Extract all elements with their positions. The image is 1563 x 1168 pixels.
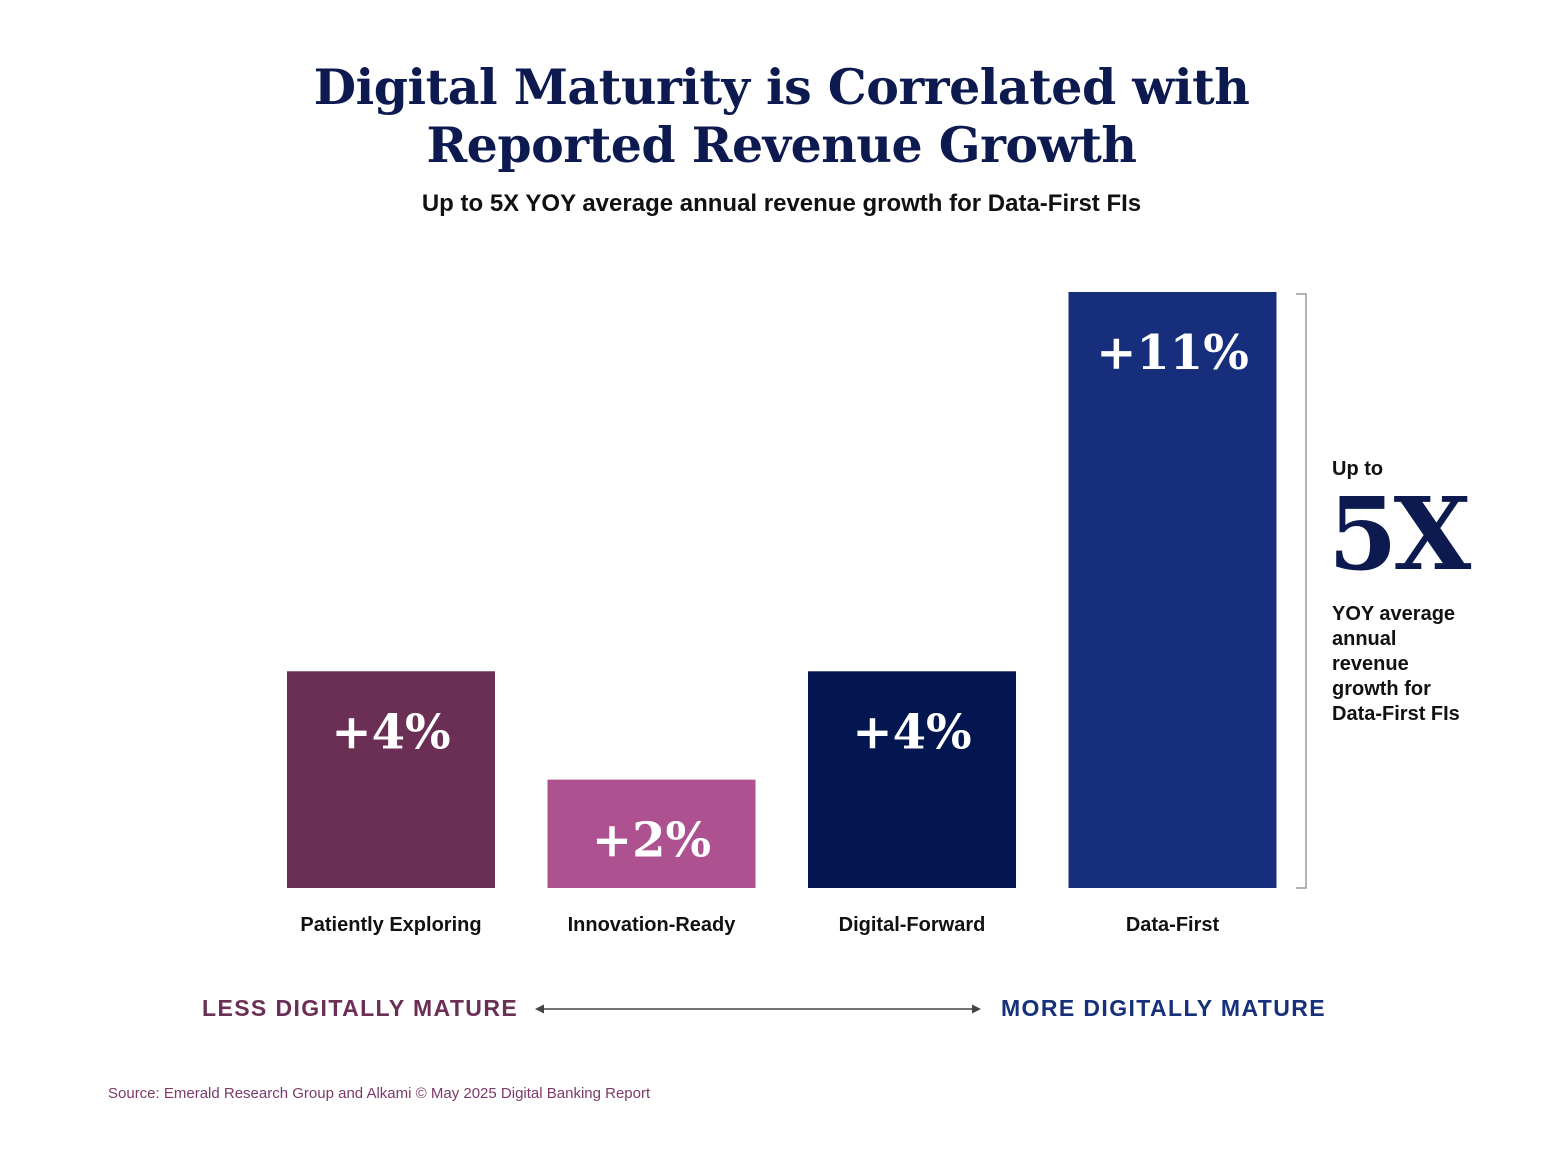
chart-subtitle: Up to 5X YOY average annual revenue grow… [421, 190, 1142, 217]
chart-title-line1: Digital Maturity is Correlated with [313, 58, 1250, 116]
chart-title: Digital Maturity is Correlated with Repo… [0, 58, 1563, 174]
bar-digital-forward [808, 671, 1016, 888]
less-digitally-mature-label: LESS DIGITALLY MATURE [202, 995, 519, 1021]
bars-group: +4% Patiently Exploring +2% Innovation-Read… [287, 292, 1277, 936]
callout-5x: Up to 5X YOY average annual revenue grow… [1328, 456, 1532, 727]
category-label: Digital-Forward [839, 914, 986, 936]
bar-innovation-ready [547, 779, 756, 888]
more-digitally-mature-label: MORE DIGITALLY MATURE [1001, 995, 1326, 1021]
growth-bracket [1296, 293, 1307, 889]
callout-description: YOY average annual revenue growth for Da… [1332, 603, 1460, 725]
callout-prefix: Up to [1332, 458, 1384, 480]
bar-value-label: +11% [1096, 325, 1249, 381]
source-note: Source: Emerald Research Group and Alkam… [108, 1085, 651, 1102]
chart-title-line2: Reported Revenue Growth [426, 116, 1137, 174]
maturity-arrow [535, 1004, 981, 1014]
bar-patiently-exploring [287, 671, 495, 888]
bar-value-label: +2% [592, 813, 711, 869]
bar-data-first [1068, 292, 1277, 888]
callout-multiplier: 5X [1328, 475, 1471, 593]
category-label: Patiently Exploring [300, 914, 481, 936]
bar-value-label: +4% [852, 704, 971, 760]
category-label: Data-First [1126, 914, 1220, 936]
bar-value-label: +4% [331, 704, 450, 760]
category-label: Innovation-Ready [568, 914, 737, 936]
